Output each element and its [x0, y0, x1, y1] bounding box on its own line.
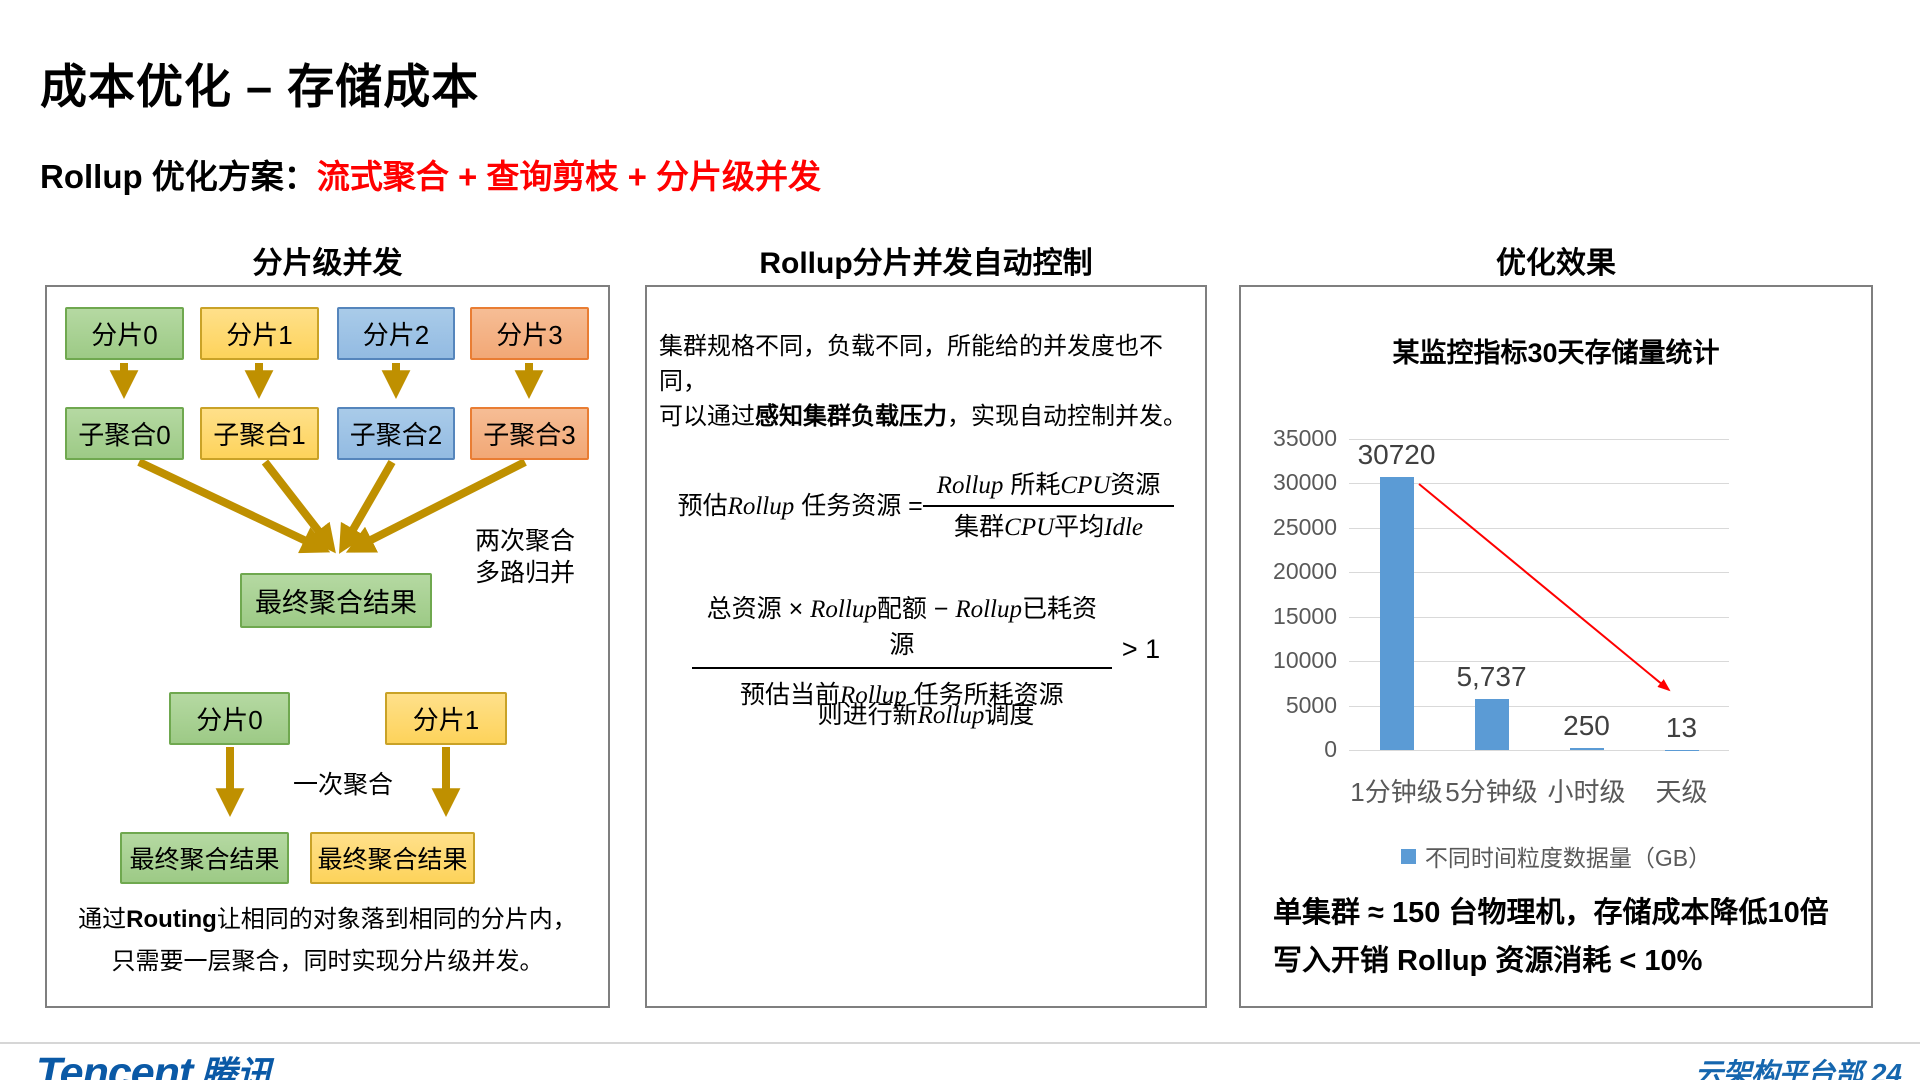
middle-panel-header: Rollup分片并发自动控制: [759, 247, 1093, 280]
greater-than-one: > 1: [1121, 633, 1161, 664]
shard-0-box: 分片0: [65, 307, 184, 360]
bar-value-label: 250: [1563, 709, 1610, 741]
y-axis-tick-label: 25000: [1273, 513, 1337, 540]
subagg-0-box: 子聚合0: [65, 407, 184, 460]
single-result-0-box: 最终聚合结果: [120, 832, 289, 884]
chart-title: 某监控指标30天存储量统计: [1392, 338, 1720, 368]
single-result-1-box: 最终聚合结果: [310, 832, 475, 884]
shard-diagram-panel: 分片0 分片1 分片2 分片3 子聚合0 子聚合1 子聚合2 子聚合3 两次聚合…: [45, 285, 610, 1008]
page-number: 24: [1870, 1058, 1902, 1080]
y-axis-tick-label: 30000: [1273, 469, 1337, 496]
shard-3-box: 分片3: [470, 307, 589, 360]
auto-control-panel: 集群规格不同，负载不同，所能给的并发度也不同， 可以通过感知集群负载压力，实现自…: [645, 285, 1207, 1008]
shard-1-box: 分片1: [200, 307, 319, 360]
subtitle-prefix: Rollup 优化方案：: [40, 158, 317, 195]
single-shard-0-box: 分片0: [169, 692, 290, 745]
chart-legend: 不同时间粒度数据量（GB）: [1241, 839, 1871, 873]
formula-estimate-fraction: Rollup 所耗CPU资源 集群CPU平均Idle: [922, 465, 1175, 543]
formula-estimate: 预估Rollup 任务资源 = Rollup 所耗CPU资源 集群CPU平均Id…: [647, 465, 1205, 543]
tencent-logo-cn: 腾讯: [200, 1054, 273, 1080]
two-pass-note: 两次聚合 多路归并: [474, 527, 575, 587]
y-axis-tick-label: 35000: [1273, 425, 1337, 451]
y-axis-tick-label: 15000: [1273, 602, 1337, 629]
tencent-logo-en: Tencent: [36, 1049, 193, 1080]
footer-divider: [0, 1042, 1920, 1044]
right-panel-header: 优化效果: [1496, 247, 1616, 280]
routing-caption-line1: 通过Routing让相同的对象落到相同的分片内，: [78, 906, 577, 933]
impact-line1: 单集群 ≈ 150 台物理机，存储成本降低10倍: [1273, 897, 1829, 929]
x-axis-tick-label: 5分钟级: [1445, 777, 1538, 807]
legend-label: 不同时间粒度数据量（GB）: [1424, 845, 1712, 871]
subtitle: Rollup 优化方案：流式聚合 + 查询剪枝 + 分片级并发: [40, 150, 821, 198]
x-axis-tick-label: 天级: [1655, 777, 1708, 807]
dept-name: 云架构平台部: [1695, 1058, 1864, 1080]
y-axis-tick-label: 5000: [1285, 691, 1337, 718]
grid-line: [1349, 439, 1729, 440]
grid-line: [1349, 705, 1729, 707]
one-pass-note: 一次聚合: [292, 771, 393, 799]
y-axis-tick-label: 10000: [1273, 647, 1337, 674]
footer-page-info: 云架构平台部 24: [1695, 1052, 1902, 1080]
left-panel-header: 分片级并发: [252, 247, 403, 280]
schedule-note: 则进行新Rollup调度: [817, 701, 1035, 729]
bar: [1569, 747, 1604, 750]
subagg-2-box: 子聚合2: [337, 407, 455, 460]
subagg-1-box: 子聚合1: [200, 407, 319, 460]
auto-control-paragraph: 集群规格不同，负载不同，所能给的并发度也不同， 可以通过感知集群负载压力，实现自…: [659, 333, 1187, 430]
y-axis-tick-label: 20000: [1273, 558, 1337, 585]
y-axis-tick-label: 0: [1324, 736, 1337, 762]
x-axis-tick-label: 小时级: [1547, 777, 1626, 807]
page-title: 成本优化 – 存储成本: [40, 60, 480, 113]
single-shard-1-box: 分片1: [385, 692, 507, 745]
subagg-3-box: 子聚合3: [470, 407, 589, 460]
legend-swatch-icon: [1400, 848, 1416, 864]
formula-schedule: 总资源 × Rollup配额 − Rollup已耗资源 预估当前Rollup 任…: [647, 587, 1205, 711]
tencent-logo: Tencent 腾讯: [36, 1046, 272, 1080]
impact-line2: 写入开销 Rollup 资源消耗 < 10%: [1273, 945, 1703, 977]
grid-line: [1349, 750, 1729, 751]
subtitle-highlight: 流式聚合 + 查询剪枝 + 分片级并发: [316, 158, 822, 195]
bar-value-label: 5,737: [1456, 661, 1527, 693]
formula-estimate-lhs: 预估Rollup 任务资源 =: [677, 492, 923, 520]
x-axis-tick-label: 1分钟级: [1350, 777, 1443, 807]
bar-value-label: 13: [1665, 711, 1698, 743]
bar-value-label: 30720: [1357, 439, 1436, 471]
shard-2-box: 分片2: [337, 307, 455, 360]
effect-panel: 某监控指标30天存储量统计 35000 30000 25000 20000 15000 1…: [1239, 285, 1873, 1008]
bar: [1474, 699, 1509, 750]
final-agg-box: 最终聚合结果: [240, 573, 432, 628]
routing-caption-line2: 只需要一层聚合，同时实现分片级并发。: [111, 948, 544, 975]
formula-schedule-fraction: 总资源 × Rollup配额 − Rollup已耗资源 预估当前Rollup 任…: [691, 587, 1112, 711]
bar: [1379, 477, 1414, 750]
